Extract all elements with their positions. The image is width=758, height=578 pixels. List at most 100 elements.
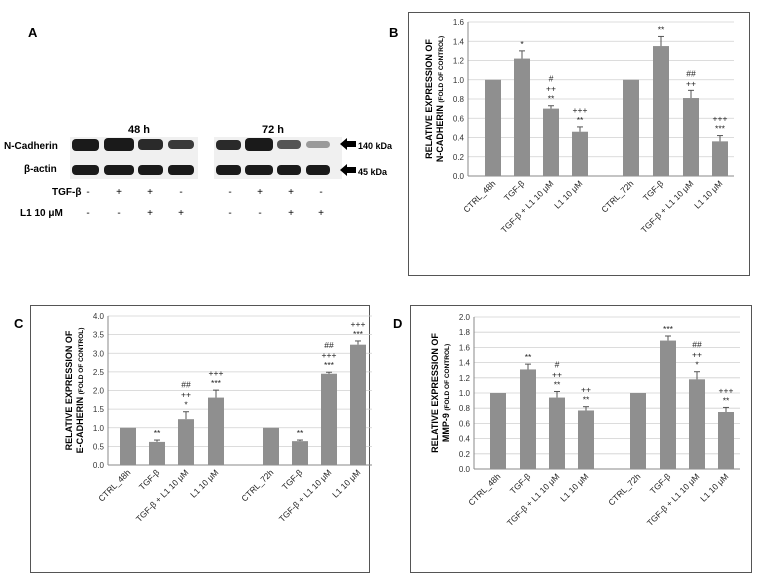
significance-label: * — [184, 400, 188, 410]
x-tick-label: TGF-β + L1 10 μM — [639, 178, 696, 235]
y-tick-label: 1.0 — [453, 76, 465, 85]
chart-e-cadherin: 0.0 0.5 1.0 1.5 2.0 2.5 3.0 3.5 4.0 RELATIVE EXPR… — [64, 312, 372, 524]
significance-label: ## — [692, 340, 702, 350]
bar — [263, 427, 279, 465]
y-tick-label: 0.0 — [453, 172, 465, 181]
y-axis-title-line1: RELATIVE EXPRESSION OF — [424, 39, 434, 159]
significance-label: *** — [211, 378, 222, 388]
y-axis-title-sub: (FOLD OF CONTROL) — [438, 36, 445, 103]
significance-label: ## — [686, 68, 696, 78]
y-tick-label: 1.8 — [459, 328, 471, 337]
actin-band-1 — [72, 165, 99, 175]
significance-label: ++ — [692, 350, 702, 360]
x-tick-label: CTRL_48h — [461, 178, 497, 214]
y-tick-label: 0.6 — [453, 114, 465, 123]
significance-label: ** — [154, 428, 161, 438]
x-tick-label: TGF-β — [137, 467, 162, 492]
significance-label: ** — [525, 352, 532, 362]
y-tick-label: 0.0 — [93, 461, 105, 470]
chart-box-c — [30, 305, 370, 573]
tgf-sign: - — [228, 187, 232, 198]
significance-label: ++ — [686, 78, 696, 88]
arrow-icon-bactin — [340, 164, 356, 176]
y-tick-label: 0.4 — [453, 134, 465, 143]
nc-band-7 — [277, 140, 301, 149]
y-tick-label: 0.8 — [459, 404, 471, 413]
x-tick-label: CTRL_72h — [599, 178, 635, 214]
bar — [120, 427, 136, 465]
significance-label: ** — [583, 395, 590, 405]
y-tick-label: 2.5 — [93, 368, 105, 377]
x-tick-label: TGF-β — [508, 471, 533, 496]
x-tick-label: TGF-β + L1 10 μM — [134, 467, 191, 524]
bar — [178, 419, 194, 465]
nc-band-5 — [216, 140, 241, 150]
bar — [653, 46, 669, 176]
actin-band-5 — [216, 165, 241, 175]
panel-label-b: B — [389, 25, 399, 40]
significance-label: *** — [353, 329, 364, 339]
x-tick-label: L1 10 μM — [692, 178, 724, 210]
l1-sign: - — [258, 208, 262, 219]
l1-sign: + — [318, 208, 324, 219]
significance-label: +++ — [713, 114, 728, 124]
bar — [514, 58, 530, 177]
tgf-sign: - — [86, 187, 90, 198]
x-tick-label: L1 10 μM — [558, 471, 590, 503]
bar — [630, 393, 646, 469]
significance-label: ** — [548, 94, 555, 104]
significance-label: ** — [577, 115, 584, 125]
panel-label-d: D — [393, 316, 403, 331]
y-tick-label: 0.4 — [459, 435, 471, 444]
y-axis-title-line1: RELATIVE EXPRESSION OF — [430, 333, 440, 453]
tgf-sign: - — [319, 187, 323, 198]
tgf-sign: + — [257, 187, 263, 198]
y-axis-title-sub: (FOLD OF CONTROL) — [78, 328, 85, 395]
bar — [718, 412, 734, 469]
bar — [149, 441, 165, 465]
x-tick-label: L1 10 μM — [330, 467, 362, 499]
l1-sign: - — [86, 208, 90, 219]
significance-label: ## — [324, 340, 334, 350]
significance-label: ** — [723, 395, 730, 405]
bar — [578, 410, 594, 469]
y-tick-label: 0.8 — [453, 95, 465, 104]
actin-band-7 — [277, 165, 301, 175]
significance-label: +++ — [573, 105, 588, 115]
actin-band-3 — [138, 165, 163, 175]
y-tick-label: 2.0 — [459, 313, 471, 322]
kda-label-140: 140 kDa — [358, 141, 393, 151]
nc-band-4 — [168, 140, 194, 149]
y-tick-label: 3.0 — [93, 349, 105, 358]
actin-band-2 — [104, 165, 134, 175]
significance-label: ++ — [581, 385, 591, 395]
nc-band-3 — [138, 139, 163, 150]
y-tick-label: 0.2 — [453, 153, 465, 162]
time-label-48h: 48 h — [128, 124, 151, 136]
significance-label: * — [520, 39, 524, 49]
bar — [292, 441, 308, 465]
y-tick-label: 1.0 — [459, 389, 471, 398]
significance-label: +++ — [351, 319, 366, 329]
significance-label: ++ — [552, 369, 562, 379]
y-axis-title-line2: E-CADHERIN — [75, 394, 85, 453]
tgf-sign: + — [116, 187, 122, 198]
bar — [485, 79, 501, 176]
significance-label: +++ — [322, 350, 337, 360]
x-tick-label: TGF-β — [641, 178, 666, 203]
significance-label: ** — [554, 379, 561, 389]
y-tick-label: 3.5 — [93, 331, 105, 340]
tgf-row-label: TGF-β — [52, 187, 82, 198]
x-tick-label: CTRL_48h — [96, 467, 132, 503]
y-tick-label: 0.0 — [459, 465, 471, 474]
significance-label: +++ — [209, 368, 224, 378]
y-tick-label: 1.6 — [459, 343, 471, 352]
x-tick-label: L1 10 μM — [552, 178, 584, 210]
l1-sign: + — [288, 208, 294, 219]
y-axis-title-line2: N-CADHERIN — [435, 103, 445, 163]
y-tick-label: 1.2 — [459, 374, 471, 383]
actin-band-8 — [306, 165, 330, 175]
l1-sign: + — [147, 208, 153, 219]
tgf-sign: + — [147, 187, 153, 198]
x-tick-label: TGF-β — [502, 178, 527, 203]
